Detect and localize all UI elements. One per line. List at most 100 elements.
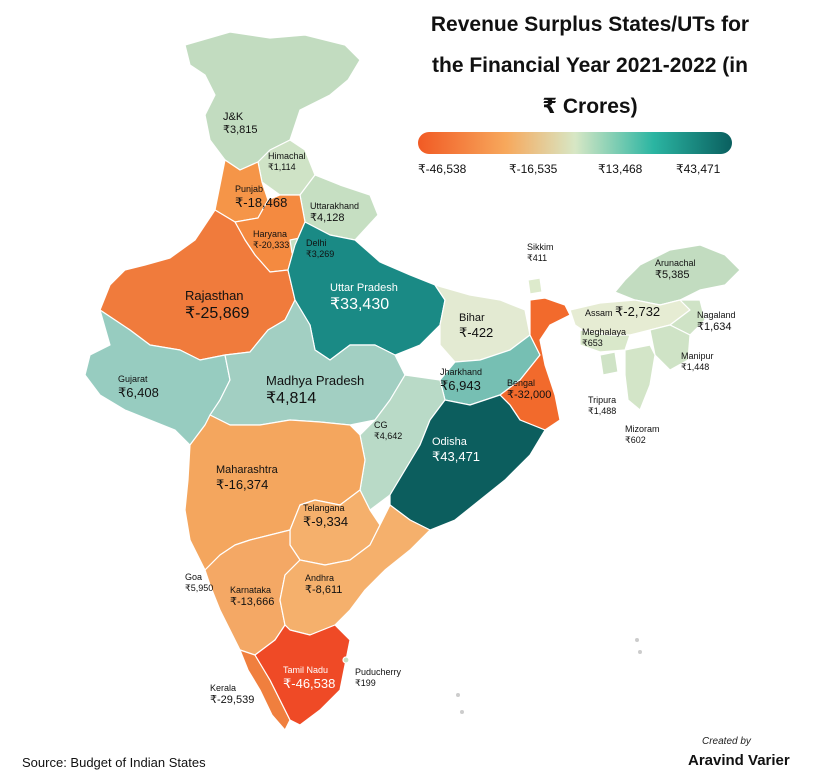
title-line-3: ₹ Crores) — [542, 95, 638, 118]
label-jk: J&K ₹3,815 — [223, 111, 258, 137]
region-value: ₹5,950 — [185, 582, 214, 593]
credit-caption: Created by — [702, 736, 751, 747]
region-name: Delhi — [306, 238, 327, 248]
map-title: Revenue Surplus States/UTs for the Finan… — [380, 4, 800, 127]
region-value: ₹-46,538 — [283, 675, 336, 691]
label-andhra: Andhra ₹-8,611 — [305, 573, 342, 597]
region-name: Haryana — [253, 229, 288, 239]
label-arunachal: Arunachal ₹5,385 — [655, 258, 696, 282]
label-bengal: Bengal ₹-32,000 — [507, 378, 551, 402]
title-line-1: Revenue Surplus States/UTs for — [430, 13, 750, 36]
region-name: Maharashtra — [216, 464, 278, 476]
title-line-2: the Financial Year 2021-2022 (in — [432, 54, 748, 77]
region-value: ₹3,269 — [306, 248, 335, 259]
legend-tick: ₹13,468 — [598, 162, 643, 176]
label-bihar: Bihar ₹-422 — [459, 312, 493, 341]
region-sikkim[interactable] — [527, 277, 543, 295]
region-name: Bihar — [459, 312, 485, 324]
region-value: ₹4,642 — [374, 430, 403, 441]
label-maharashtra: Maharashtra ₹-16,374 — [216, 464, 278, 493]
label-jharkhand: Jharkhand ₹6,943 — [440, 367, 482, 393]
region-value: ₹5,385 — [655, 268, 690, 281]
region-name: Assam — [585, 308, 613, 318]
label-goa: Goa ₹5,950 — [185, 572, 213, 594]
region-name: CG — [374, 420, 388, 430]
region-name: Tripura — [588, 395, 617, 405]
label-punjab: Punjab ₹-18,468 — [235, 184, 287, 210]
region-name: Nagaland — [697, 310, 736, 320]
region-value: ₹-13,666 — [230, 595, 275, 608]
region-name: Madhya Pradesh — [266, 373, 365, 388]
region-name: Meghalaya — [582, 327, 627, 337]
region-value: ₹-18,468 — [235, 194, 288, 210]
legend-tick: ₹43,471 — [676, 162, 721, 176]
region-bengal[interactable] — [499, 297, 571, 431]
region-name: Karnataka — [230, 585, 272, 595]
region-value: ₹411 — [527, 252, 548, 263]
region-value: ₹-16,374 — [216, 477, 269, 493]
region-value: ₹-25,869 — [185, 304, 250, 322]
label-tamilnadu: Tamil Nadu ₹-46,538 — [283, 665, 335, 691]
region-value: ₹199 — [355, 677, 376, 688]
label-cg: CG ₹4,642 — [374, 420, 402, 442]
region-tripura[interactable] — [599, 351, 619, 376]
region-name: Himachal — [268, 151, 306, 161]
region-name: Uttar Pradesh — [330, 282, 398, 294]
region-value: ₹1,488 — [588, 405, 617, 416]
label-himachal: Himachal ₹1,114 — [268, 151, 306, 173]
region-manipur[interactable] — [649, 324, 691, 371]
region-value: ₹602 — [625, 434, 646, 445]
region-puducherry[interactable] — [342, 656, 350, 664]
region-value: ₹1,448 — [681, 361, 710, 372]
region-value: ₹-9,334 — [303, 513, 349, 529]
label-assam: Assam ₹-2,732 — [585, 304, 660, 320]
island-dot — [460, 710, 464, 714]
credit-author: Aravind Varier — [688, 752, 790, 769]
region-arunachal[interactable] — [614, 244, 741, 306]
region-name: Uttarakhand — [310, 201, 360, 211]
label-mizoram: Mizoram ₹602 — [625, 424, 660, 446]
region-name: Kerala — [210, 683, 237, 693]
region-value: ₹6,943 — [440, 377, 481, 393]
label-karnataka: Karnataka ₹-13,666 — [230, 585, 274, 609]
label-uttarakhand: Uttarakhand ₹4,128 — [310, 201, 359, 225]
region-value: ₹3,815 — [223, 124, 258, 137]
region-name: Andhra — [305, 573, 335, 583]
region-value: ₹653 — [582, 337, 603, 348]
region-name: Telangana — [303, 503, 345, 513]
label-kerala: Kerala ₹-29,539 — [210, 683, 254, 707]
label-sikkim: Sikkim ₹411 — [527, 242, 554, 264]
legend-color-bar — [418, 132, 732, 154]
label-meghalaya: Meghalaya ₹653 — [582, 327, 626, 349]
region-odisha[interactable] — [389, 394, 546, 531]
region-value: ₹4,814 — [266, 389, 317, 407]
island-dot — [456, 693, 460, 697]
label-up: Uttar Pradesh ₹33,430 — [330, 282, 398, 314]
region-value: ₹33,430 — [330, 296, 390, 314]
label-nagaland: Nagaland ₹1,634 — [697, 310, 736, 334]
region-name: Punjab — [235, 184, 264, 194]
region-mizoram[interactable] — [624, 344, 656, 411]
region-name: Odisha — [432, 436, 467, 448]
region-name: Sikkim — [527, 242, 554, 252]
label-odisha: Odisha ₹43,471 — [432, 436, 480, 465]
label-mp: Madhya Pradesh ₹4,814 — [266, 373, 364, 408]
region-name: Manipur — [681, 351, 714, 361]
region-value: ₹-32,000 — [507, 388, 552, 401]
region-value: ₹-8,611 — [305, 583, 343, 596]
label-haryana: Haryana ₹-20,333 — [253, 229, 289, 251]
island-dot — [638, 650, 642, 654]
region-name: Gujarat — [118, 374, 148, 384]
label-puducherry: Puducherry ₹199 — [355, 667, 401, 689]
label-gujarat: Gujarat ₹6,408 — [118, 374, 159, 400]
region-value: ₹1,114 — [268, 161, 296, 172]
region-value: ₹-29,539 — [210, 693, 255, 706]
label-telangana: Telangana ₹-9,334 — [303, 503, 348, 529]
region-name: Puducherry — [355, 667, 402, 677]
legend-tick: ₹-46,538 — [418, 162, 467, 176]
label-rajasthan: Rajasthan ₹-25,869 — [185, 288, 249, 323]
region-name: Tamil Nadu — [283, 665, 329, 675]
label-delhi: Delhi ₹3,269 — [306, 238, 334, 260]
region-tamilnadu[interactable] — [254, 624, 351, 726]
